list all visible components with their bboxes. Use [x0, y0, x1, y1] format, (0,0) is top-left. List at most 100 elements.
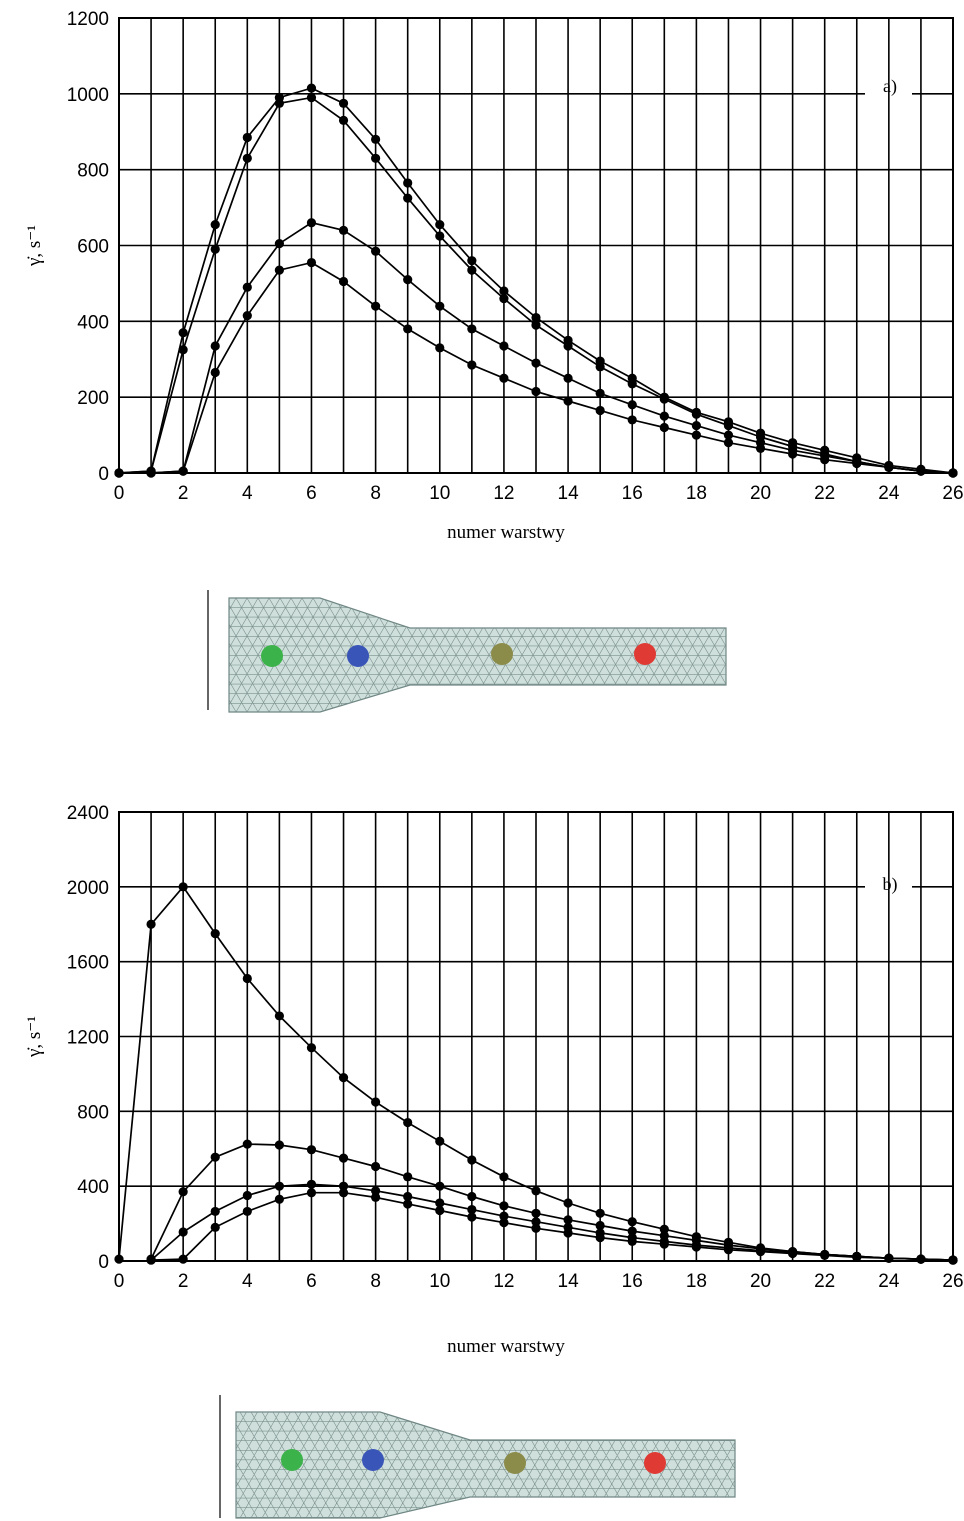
data-point [210, 367, 220, 378]
data-point [435, 1136, 445, 1146]
series-4 [146, 1188, 958, 1265]
y-tick-label: 400 [77, 1177, 109, 1198]
gridlines [119, 812, 953, 1261]
data-point [627, 400, 637, 410]
data-point [146, 468, 156, 478]
data-point [788, 1248, 798, 1259]
series-4 [114, 257, 958, 478]
data-point [146, 1255, 156, 1265]
panel-label: a) [883, 76, 897, 97]
data-point [403, 324, 413, 334]
data-point [274, 265, 284, 275]
data-point [595, 1233, 605, 1243]
data-point [916, 466, 926, 476]
mesh-marker [491, 643, 513, 665]
y-tick-label: 2400 [67, 803, 109, 824]
data-point [467, 256, 477, 266]
data-point [242, 153, 252, 163]
data-point [371, 134, 381, 144]
data-point [371, 246, 381, 256]
x-axis-label: numer warstwy [447, 522, 565, 543]
x-tick-label: 8 [370, 483, 381, 504]
data-point [306, 1043, 317, 1053]
mesh-marker [644, 1452, 666, 1474]
x-tick-label: 2 [178, 1271, 189, 1292]
data-point [531, 358, 541, 368]
data-point [659, 1224, 669, 1234]
data-point [691, 430, 701, 440]
data-point [338, 276, 349, 287]
mesh-marker [362, 1449, 384, 1471]
data-point [371, 153, 381, 163]
data-point [627, 1226, 637, 1236]
data-point [755, 443, 766, 453]
data-point [788, 449, 798, 459]
data-point [467, 1204, 477, 1215]
x-tick-label: 0 [114, 483, 125, 504]
data-point [274, 239, 284, 249]
data-point [178, 345, 188, 355]
data-point [371, 1161, 381, 1172]
data-point [435, 220, 445, 230]
data-point [595, 1220, 605, 1231]
x-tick-label: 20 [750, 1271, 771, 1292]
data-point [403, 1172, 413, 1182]
data-point [691, 421, 701, 431]
data-point [499, 341, 509, 351]
data-point [563, 341, 573, 351]
data-point [306, 257, 317, 268]
data-point [531, 320, 541, 330]
data-point [242, 973, 252, 984]
data-point [691, 409, 701, 419]
x-axis-label: numer warstwy [447, 1336, 565, 1357]
data-point [274, 1181, 284, 1191]
data-point [595, 1208, 605, 1218]
x-tick-label: 18 [686, 1271, 707, 1292]
data-point [435, 301, 445, 311]
data-point [242, 132, 252, 143]
data-point [242, 311, 252, 321]
data-point [852, 458, 862, 469]
data-point [210, 1222, 220, 1232]
y-tick-label: 200 [77, 388, 109, 409]
data-point [338, 1153, 349, 1163]
x-tick-label: 12 [493, 1271, 514, 1292]
data-point [531, 1186, 541, 1196]
data-point [499, 1218, 509, 1228]
data-point [691, 1242, 701, 1252]
x-tick-label: 26 [942, 1271, 963, 1292]
x-tick-label: 18 [686, 483, 707, 504]
data-point [531, 312, 541, 323]
data-point [403, 193, 413, 203]
y-tick-label: 1200 [67, 1028, 109, 1049]
y-tick-label: 2000 [67, 878, 109, 899]
data-point [467, 1212, 477, 1222]
x-tick-label: 6 [306, 483, 317, 504]
data-point [659, 422, 669, 433]
data-point [531, 1217, 541, 1227]
data-point [531, 1208, 541, 1218]
data-point [306, 1179, 317, 1189]
data-point [338, 98, 349, 108]
data-point [563, 1228, 573, 1238]
x-tick-label: 24 [878, 1271, 900, 1292]
data-point [114, 1254, 124, 1264]
x-tick-label: 14 [558, 483, 580, 504]
data-point [274, 1140, 284, 1150]
data-point [210, 244, 220, 254]
data-point [242, 1190, 252, 1201]
data-point [499, 286, 509, 296]
mesh-marker [261, 645, 283, 667]
data-point [435, 231, 445, 241]
data-point [723, 438, 734, 448]
data-point [499, 1201, 509, 1211]
mesh-diagram-a [207, 590, 727, 713]
data-point [467, 360, 477, 370]
data-point [499, 373, 509, 383]
y-tick-label: 800 [77, 1102, 109, 1123]
data-point [884, 1253, 894, 1263]
data-point [435, 1181, 445, 1191]
data-point [178, 1254, 188, 1264]
data-point [627, 415, 637, 425]
data-point [371, 1186, 381, 1196]
